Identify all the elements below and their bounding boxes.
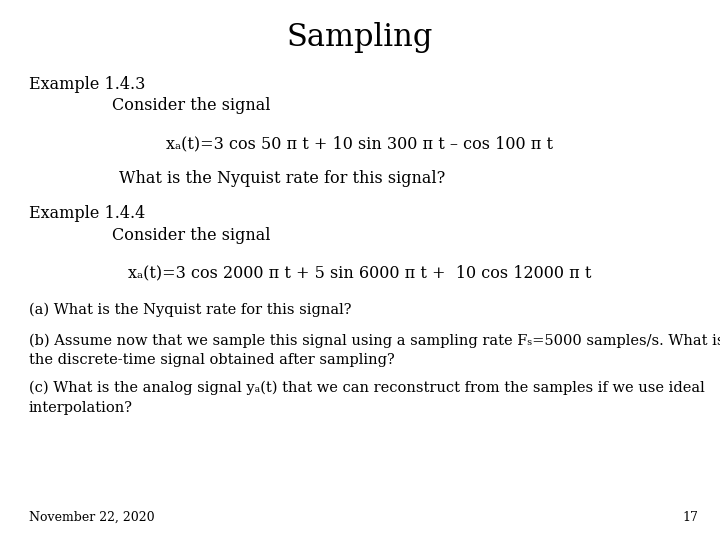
Text: xₐ(t)=3 cos 50 π t + 10 sin 300 π t – cos 100 π t: xₐ(t)=3 cos 50 π t + 10 sin 300 π t – co… — [166, 135, 554, 152]
Text: xₐ(t)=3 cos 2000 π t + 5 sin 6000 π t +  10 cos 12000 π t: xₐ(t)=3 cos 2000 π t + 5 sin 6000 π t + … — [128, 265, 592, 281]
Text: 17: 17 — [683, 511, 698, 524]
Text: Consider the signal: Consider the signal — [112, 97, 270, 114]
Text: November 22, 2020: November 22, 2020 — [29, 511, 154, 524]
Text: Example 1.4.3: Example 1.4.3 — [29, 76, 145, 92]
Text: Consider the signal: Consider the signal — [112, 227, 270, 244]
Text: (c) What is the analog signal yₐ(t) that we can reconstruct from the samples if : (c) What is the analog signal yₐ(t) that… — [29, 381, 705, 415]
Text: What is the Nyquist rate for this signal?: What is the Nyquist rate for this signal… — [119, 170, 445, 187]
Text: (a) What is the Nyquist rate for this signal?: (a) What is the Nyquist rate for this si… — [29, 302, 351, 317]
Text: Example 1.4.4: Example 1.4.4 — [29, 205, 145, 222]
Text: (b) Assume now that we sample this signal using a sampling rate Fₛ=5000 samples/: (b) Assume now that we sample this signa… — [29, 333, 720, 367]
Text: Sampling: Sampling — [287, 22, 433, 52]
